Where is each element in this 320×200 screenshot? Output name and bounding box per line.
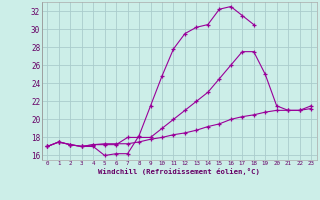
X-axis label: Windchill (Refroidissement éolien,°C): Windchill (Refroidissement éolien,°C) [98, 168, 260, 175]
